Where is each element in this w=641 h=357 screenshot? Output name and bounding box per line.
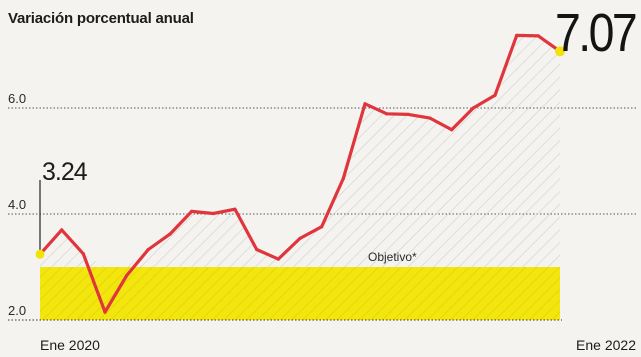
data-point-18 [428, 116, 432, 120]
area-fill [40, 35, 560, 268]
series-line-layer [35, 33, 565, 314]
data-point-16 [385, 112, 389, 116]
latest-value: 7.07 [554, 3, 638, 63]
data-point-15 [363, 102, 367, 106]
data-point-6 [168, 232, 172, 236]
data-point-23 [536, 34, 540, 38]
y-tick-label-2: 6.0 [8, 91, 26, 106]
x-tick-label-1: Ene 2022 [576, 337, 636, 353]
data-point-22 [515, 33, 519, 38]
data-point-4 [125, 273, 129, 278]
data-point-17 [406, 112, 410, 116]
target-band-texture [40, 267, 560, 320]
target-band-layer [40, 267, 560, 320]
first-value: 3.24 [42, 158, 88, 186]
data-point-11 [276, 257, 280, 261]
chart-subtitle: Variación porcentual anual [8, 10, 194, 27]
labels-layer: 2.0 4.0 6.0 Objetivo* Ene 2020 Ene 2022 [8, 91, 636, 353]
data-point-20 [471, 106, 475, 110]
data-point-8 [211, 211, 215, 216]
data-point-12 [298, 236, 302, 240]
target-band-label: Objetivo* [368, 250, 417, 264]
axis-layer [8, 180, 562, 321]
area-layer [40, 35, 560, 268]
end-point-marker [555, 46, 565, 57]
data-point-7 [190, 209, 194, 213]
data-point-21 [493, 93, 497, 97]
data-point-13 [320, 225, 324, 229]
data-point-10 [255, 247, 259, 252]
y-tick-label-0: 2.0 [8, 303, 26, 318]
data-point-1 [60, 228, 64, 232]
start-point-marker [35, 249, 45, 259]
x-tick-label-0: Ene 2020 [40, 337, 100, 353]
y-tick-label-1: 4.0 [8, 197, 26, 212]
data-point-3 [103, 310, 107, 314]
data-point-5 [146, 247, 150, 252]
data-point-14 [341, 176, 345, 181]
data-point-9 [233, 207, 237, 211]
data-point-2 [81, 252, 85, 256]
data-point-19 [450, 128, 454, 132]
